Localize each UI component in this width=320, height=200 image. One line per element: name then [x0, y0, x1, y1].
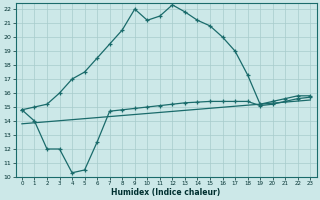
X-axis label: Humidex (Indice chaleur): Humidex (Indice chaleur)	[111, 188, 221, 197]
